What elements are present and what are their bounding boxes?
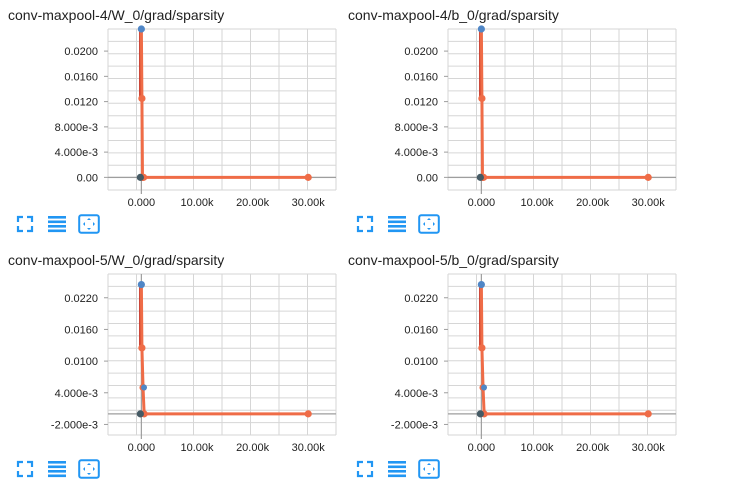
- y-axis: 0.00 4.000e-3 8.000e-3 0.0120 0.0160 0.0200: [55, 46, 108, 184]
- y-tick-label: 0.00: [417, 172, 438, 184]
- y-tick-label: 0.0160: [64, 324, 98, 336]
- x-tick-label: 30.00k: [292, 197, 326, 209]
- x-tick-label: 10.00k: [520, 442, 554, 454]
- chart-title: conv-maxpool-4/b_0/grad/sparsity: [348, 7, 559, 23]
- x-tick-label: 20.00k: [576, 197, 610, 209]
- x-tick-label: 10.00k: [520, 197, 554, 209]
- x-axis: 0.000 10.00k 20.00k 30.00k: [128, 197, 326, 209]
- x-axis: 0.000 10.00k 20.00k 30.00k: [468, 442, 666, 454]
- chart-toolbar: [354, 459, 440, 479]
- series-point: [478, 94, 486, 103]
- y-tick-label: 0.0160: [64, 71, 98, 83]
- series-point: [644, 173, 652, 181]
- y-tick-label: 0.00: [77, 172, 98, 184]
- series-point: [644, 410, 652, 418]
- y-tick-label: 4.000e-3: [55, 388, 98, 400]
- y-tick-label: 0.0100: [404, 356, 438, 368]
- y-tick-label: 0.0160: [404, 71, 438, 83]
- x-tick-label: 0.000: [128, 442, 156, 454]
- chart-title: conv-maxpool-5/W_0/grad/sparsity: [8, 252, 225, 268]
- chart-card: conv-maxpool-4/b_0/grad/sparsity 0.00 4.0…: [348, 5, 688, 245]
- y-tick-label: 0.0200: [64, 46, 98, 58]
- series-point: [136, 173, 144, 181]
- y-axis: -2.000e-3 4.000e-3 0.0100 0.0160 0.0220: [391, 293, 448, 431]
- chart-card: conv-maxpool-5/b_0/grad/sparsity -2.000e…: [348, 250, 688, 490]
- series-point: [137, 280, 145, 289]
- y-tick-label: 4.000e-3: [55, 147, 98, 159]
- fit-domain-icon[interactable]: [78, 214, 100, 234]
- series-line: [479, 284, 649, 416]
- fullscreen-icon[interactable]: [14, 459, 36, 479]
- x-axis: 0.000 10.00k 20.00k 30.00k: [468, 197, 666, 209]
- x-tick-label: 0.000: [468, 197, 496, 209]
- x-tick-label: 30.00k: [292, 442, 326, 454]
- grid-lines: [107, 273, 337, 436]
- x-tick-label: 20.00k: [236, 442, 270, 454]
- y-tick-label: 0.0220: [404, 293, 438, 305]
- x-axis: 0.000 10.00k 20.00k 30.00k: [128, 442, 326, 454]
- series-point: [138, 344, 146, 352]
- y-tick-label: 8.000e-3: [55, 122, 98, 134]
- x-tick-label: 0.000: [128, 197, 156, 209]
- x-tick-label: 30.00k: [632, 442, 666, 454]
- x-tick-label: 30.00k: [632, 197, 666, 209]
- fullscreen-icon[interactable]: [354, 459, 376, 479]
- series-point: [476, 173, 484, 181]
- series-point: [136, 410, 144, 418]
- series-point: [304, 410, 312, 418]
- y-axis: 0.00 4.000e-3 8.000e-3 0.0120 0.0160 0.0200: [395, 46, 448, 184]
- chart-card: conv-maxpool-4/W_0/grad/sparsity 0.00 4.0…: [8, 5, 348, 245]
- x-tick-label: 10.00k: [180, 442, 214, 454]
- y-axis: -2.000e-3 4.000e-3 0.0100 0.0160 0.0220: [51, 293, 108, 431]
- y-tick-label: 0.0160: [404, 324, 438, 336]
- chart-plot[interactable]: 0.004.000e-38.000e-30.01200.01600.02000.…: [348, 5, 688, 210]
- y-tick-label: 8.000e-3: [395, 122, 438, 134]
- y-tick-label: 0.0100: [64, 356, 98, 368]
- y-tick-label: 4.000e-3: [395, 388, 438, 400]
- fit-domain-icon[interactable]: [78, 459, 100, 479]
- data-list-icon[interactable]: [386, 459, 408, 479]
- series-point: [477, 280, 485, 289]
- x-tick-label: 20.00k: [576, 442, 610, 454]
- y-tick-label: -2.000e-3: [51, 419, 98, 431]
- chart-toolbar: [14, 214, 100, 234]
- x-tick-label: 0.000: [468, 442, 496, 454]
- chart-plot[interactable]: -2.000e-3 4.000e-3 0.0100 0.0160 0.0220 0.000…: [8, 250, 348, 455]
- chart-toolbar: [14, 459, 100, 479]
- y-tick-label: 0.0120: [404, 97, 438, 109]
- chart-plot[interactable]: 0.004.000e-38.000e-30.01200.01600.02000.…: [8, 5, 348, 210]
- series-point: [141, 384, 148, 391]
- series-point: [477, 25, 485, 33]
- chart-toolbar: [354, 214, 440, 234]
- y-tick-label: -2.000e-3: [391, 419, 438, 431]
- y-tick-label: 4.000e-3: [395, 147, 438, 159]
- y-tick-label: 0.0120: [64, 97, 98, 109]
- x-tick-label: 20.00k: [236, 197, 270, 209]
- fit-domain-icon[interactable]: [418, 214, 440, 234]
- series-point: [481, 384, 488, 391]
- series-point: [137, 25, 145, 33]
- fullscreen-icon[interactable]: [354, 214, 376, 234]
- series-point: [478, 344, 486, 352]
- chart-card: conv-maxpool-5/W_0/grad/sparsity -2.000e…: [8, 250, 348, 490]
- x-tick-label: 10.00k: [180, 197, 214, 209]
- chart-title: conv-maxpool-4/W_0/grad/sparsity: [8, 7, 225, 23]
- series-point: [304, 173, 312, 181]
- data-list-icon[interactable]: [46, 459, 68, 479]
- series-point: [476, 410, 484, 418]
- fullscreen-icon[interactable]: [14, 214, 36, 234]
- chart-title: conv-maxpool-5/b_0/grad/sparsity: [348, 252, 559, 268]
- data-list-icon[interactable]: [46, 214, 68, 234]
- fit-domain-icon[interactable]: [418, 459, 440, 479]
- series-line: [139, 284, 309, 416]
- data-list-icon[interactable]: [386, 214, 408, 234]
- chart-plot[interactable]: -2.000e-3 4.000e-3 0.0100 0.0160 0.0220 0.000…: [348, 250, 688, 455]
- series-point: [138, 94, 146, 103]
- y-tick-label: 0.0220: [64, 293, 98, 305]
- y-tick-label: 0.0200: [404, 46, 438, 58]
